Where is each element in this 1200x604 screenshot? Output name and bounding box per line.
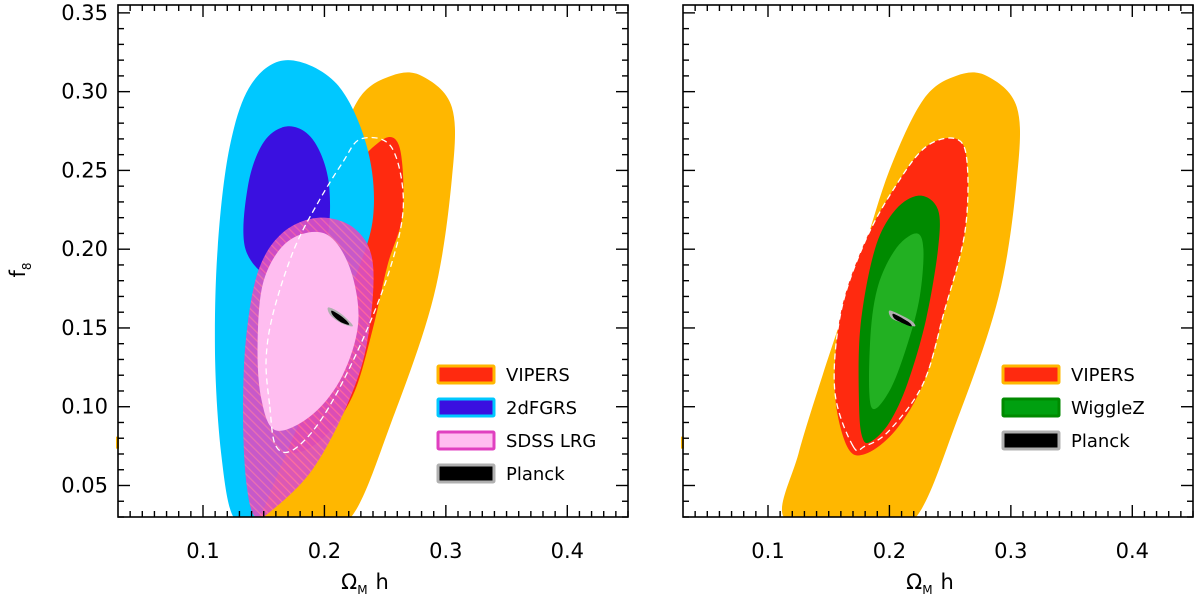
- y-tick-label: 0.25: [61, 158, 108, 182]
- y-tick-label: 0.10: [61, 395, 108, 419]
- legend-label-wigglez: WiggleZ: [1071, 398, 1145, 419]
- y-axis-label: f8: [6, 262, 34, 277]
- x-tick-label: 0.2: [308, 539, 341, 563]
- legend-swatch-planck: [436, 463, 496, 484]
- y-tick-label: 0.15: [61, 316, 108, 340]
- planck-inner-contour: [331, 310, 350, 325]
- y-tick-label: 0.05: [61, 473, 108, 497]
- x-tick-label: 0.2: [873, 539, 906, 563]
- legend-label-planck: Planck: [1071, 431, 1130, 452]
- contour-layer: [214, 60, 456, 517]
- legend-label-2dfgrs: 2dFGRS: [506, 398, 577, 419]
- x-tick-label: 0.1: [186, 539, 219, 563]
- right-panel: 0.1 0.2 0.3 0.4 ΩM h VIPERS WiggleZ Planck: [681, 4, 1194, 597]
- left-panel: 0.1 0.2 0.3 0.4 0.05 0.10 0.15 0.20 0.25 0.30 0.35…: [6, 1, 629, 597]
- x-tick-label: 0.1: [751, 539, 784, 563]
- legend-label-vipers: VIPERS: [1071, 365, 1135, 386]
- wigglez-inner-contour: [869, 233, 924, 410]
- legend-swatch-sdss-lrg: [436, 430, 496, 451]
- dashed-contour: [833, 137, 969, 452]
- x-axis-label: ΩM h: [341, 570, 389, 597]
- x-axis-label: ΩM h: [906, 570, 954, 597]
- dashed-contour: [265, 136, 405, 454]
- y-tick-label: 0.35: [61, 1, 108, 25]
- y-tick-label: 0.20: [61, 237, 108, 261]
- legend-label-vipers: VIPERS: [506, 365, 570, 386]
- x-tick-label: 0.4: [551, 539, 584, 563]
- y-tick-label: 0.30: [61, 80, 108, 104]
- x-tick-label: 0.4: [1116, 539, 1149, 563]
- planck-inner-contour: [892, 313, 912, 327]
- x-tick-label: 0.3: [994, 539, 1027, 563]
- legend-label-sdss-lrg: SDSS LRG: [506, 431, 596, 452]
- legend-swatch-wigglez: [1001, 397, 1061, 418]
- legend-swatch-vipers: [1001, 364, 1061, 385]
- legend-label-planck: Planck: [506, 464, 565, 485]
- legend-swatch-2dfgrs: [436, 397, 496, 418]
- legend-swatch-vipers: [436, 364, 496, 385]
- legend-swatch-planck: [1001, 430, 1061, 451]
- x-tick-label: 0.3: [429, 539, 462, 563]
- contour-layer: [782, 72, 1021, 517]
